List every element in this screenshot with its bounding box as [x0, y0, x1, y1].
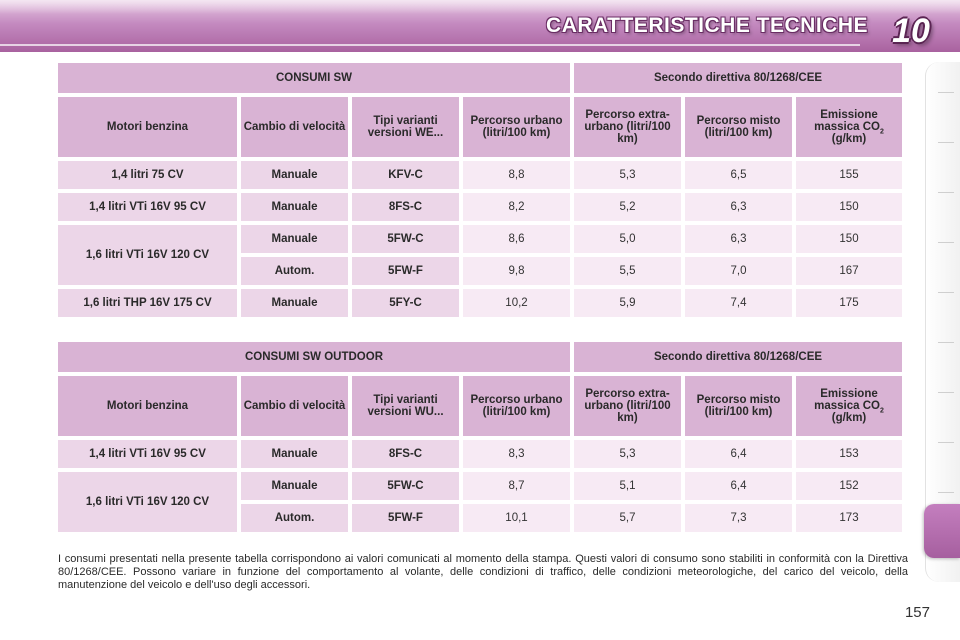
col-header-emission: Emissione massica CO2 (g/km) [796, 97, 902, 157]
urban-cell: 8,2 [463, 193, 570, 221]
chapter-number-badge: 10 [892, 11, 930, 50]
mixed-cell: 7,0 [685, 257, 792, 285]
footnote-paragraph: I consumi presentati nella presente tabe… [58, 553, 908, 591]
tab-separator [938, 292, 954, 293]
extra-urban-cell: 5,3 [574, 440, 681, 468]
tab-separator [938, 492, 954, 493]
engine-cell: 1,4 litri VTi 16V 95 CV [58, 440, 237, 468]
gearbox-cell: Manuale [241, 289, 348, 317]
mixed-cell: 6,4 [685, 440, 792, 468]
col-header-gearbox: Cambio di velocità [241, 376, 348, 436]
co2-cell: 155 [796, 161, 902, 189]
co2-cell: 150 [796, 193, 902, 221]
col-header-extra-urban: Percorso extra-urbano (litri/100 km) [574, 376, 681, 436]
variant-cell: 5FW-C [352, 472, 459, 500]
page-header: CARATTERISTICHE TECNICHE 10 [0, 0, 960, 52]
col-header-engine: Motori benzina [58, 376, 237, 436]
variant-cell: 8FS-C [352, 193, 459, 221]
col-header-urban: Percorso urbano (litri/100 km) [463, 97, 570, 157]
col-header-variants: Tipi varianti versioni WU... [352, 376, 459, 436]
tab-separator [938, 342, 954, 343]
urban-cell: 9,8 [463, 257, 570, 285]
engine-cell: 1,6 litri VTi 16V 120 CV [58, 225, 237, 285]
tab-separator [938, 92, 954, 93]
variant-cell: 5FY-C [352, 289, 459, 317]
extra-urban-cell: 5,7 [574, 504, 681, 532]
gearbox-cell: Manuale [241, 225, 348, 253]
table-directive: Secondo direttiva 80/1268/CEE [574, 342, 902, 372]
header-shine [0, 0, 960, 14]
extra-urban-cell: 5,0 [574, 225, 681, 253]
co2-cell: 153 [796, 440, 902, 468]
col-header-gearbox: Cambio di velocità [241, 97, 348, 157]
consumption-table-sw-outdoor: CONSUMI SW OUTDOOR Secondo direttiva 80/… [58, 342, 904, 532]
consumption-table-sw: CONSUMI SW Secondo direttiva 80/1268/CEE… [58, 63, 904, 317]
gearbox-cell: Manuale [241, 440, 348, 468]
page-number: 157 [904, 604, 930, 621]
chapter-tab-rail [925, 62, 960, 582]
variant-cell: KFV-C [352, 161, 459, 189]
variant-cell: 5FW-C [352, 225, 459, 253]
urban-cell: 8,6 [463, 225, 570, 253]
gearbox-cell: Autom. [241, 257, 348, 285]
co2-cell: 175 [796, 289, 902, 317]
mixed-cell: 7,3 [685, 504, 792, 532]
urban-cell: 8,8 [463, 161, 570, 189]
col-header-mixed: Percorso misto (litri/100 km) [685, 376, 792, 436]
co2-cell: 173 [796, 504, 902, 532]
urban-cell: 10,2 [463, 289, 570, 317]
tab-separator [938, 392, 954, 393]
gearbox-cell: Manuale [241, 193, 348, 221]
engine-cell: 1,4 litri 75 CV [58, 161, 237, 189]
engine-cell: 1,4 litri VTi 16V 95 CV [58, 193, 237, 221]
col-header-variants: Tipi varianti versioni WE... [352, 97, 459, 157]
engine-cell: 1,6 litri VTi 16V 120 CV [58, 472, 237, 532]
co2-cell: 167 [796, 257, 902, 285]
mixed-cell: 6,4 [685, 472, 792, 500]
co2-cell: 152 [796, 472, 902, 500]
col-header-extra-urban: Percorso extra-urbano (litri/100 km) [574, 97, 681, 157]
extra-urban-cell: 5,5 [574, 257, 681, 285]
gearbox-cell: Manuale [241, 161, 348, 189]
tab-separator [938, 242, 954, 243]
mixed-cell: 6,5 [685, 161, 792, 189]
urban-cell: 10,1 [463, 504, 570, 532]
col-header-urban: Percorso urbano (litri/100 km) [463, 376, 570, 436]
extra-urban-cell: 5,1 [574, 472, 681, 500]
tab-separator [938, 142, 954, 143]
emission-header-text: Emissione massica CO2 (g/km) [814, 109, 884, 145]
co2-cell: 150 [796, 225, 902, 253]
mixed-cell: 7,4 [685, 289, 792, 317]
mixed-cell: 6,3 [685, 225, 792, 253]
gearbox-cell: Autom. [241, 504, 348, 532]
col-header-engine: Motori benzina [58, 97, 237, 157]
chapter-tab-active[interactable] [924, 504, 960, 558]
emission-header-text: Emissione massica CO2 (g/km) [814, 388, 884, 424]
variant-cell: 8FS-C [352, 440, 459, 468]
extra-urban-cell: 5,9 [574, 289, 681, 317]
extra-urban-cell: 5,2 [574, 193, 681, 221]
variant-cell: 5FW-F [352, 257, 459, 285]
header-line [0, 44, 860, 46]
extra-urban-cell: 5,3 [574, 161, 681, 189]
variant-cell: 5FW-F [352, 504, 459, 532]
urban-cell: 8,7 [463, 472, 570, 500]
table-title: CONSUMI SW OUTDOOR [58, 342, 570, 372]
table-directive: Secondo direttiva 80/1268/CEE [574, 63, 902, 93]
mixed-cell: 6,3 [685, 193, 792, 221]
tab-separator [938, 442, 954, 443]
table-title: CONSUMI SW [58, 63, 570, 93]
urban-cell: 8,3 [463, 440, 570, 468]
col-header-emission: Emissione massica CO2 (g/km) [796, 376, 902, 436]
engine-cell: 1,6 litri THP 16V 175 CV [58, 289, 237, 317]
tab-separator [938, 192, 954, 193]
gearbox-cell: Manuale [241, 472, 348, 500]
col-header-mixed: Percorso misto (litri/100 km) [685, 97, 792, 157]
page-title: CARATTERISTICHE TECNICHE [546, 14, 868, 37]
